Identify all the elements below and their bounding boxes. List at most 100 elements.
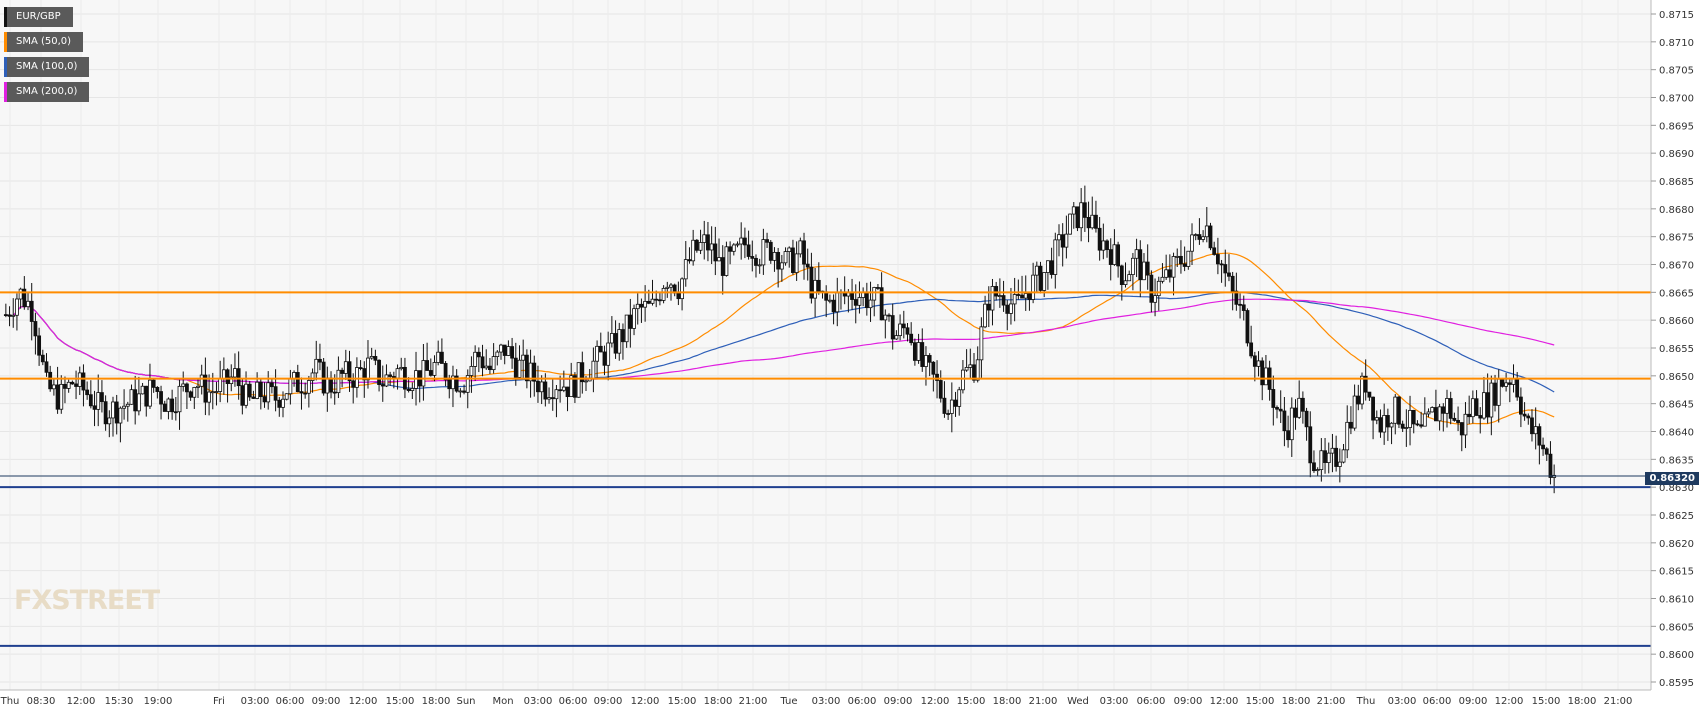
candle-bearish — [447, 379, 452, 390]
candle-bearish — [1241, 304, 1246, 311]
candle-bullish — [1393, 396, 1398, 424]
candle-bearish — [70, 381, 75, 385]
candle-bearish — [443, 363, 448, 381]
legend-item-sma-50[interactable]: SMA (50,0) — [4, 32, 84, 52]
candle-bearish — [251, 396, 256, 399]
x-tick-label: 18:00 — [704, 696, 733, 707]
candle-bearish — [1385, 415, 1390, 428]
candle-bullish — [691, 239, 696, 262]
candle-bullish — [1289, 407, 1294, 441]
candle-bullish — [181, 383, 186, 387]
candle-bullish — [643, 300, 648, 308]
candle-bullish — [1482, 392, 1486, 419]
candle-bullish — [210, 391, 215, 394]
candle-bullish — [1489, 382, 1494, 418]
candle-bullish — [1345, 421, 1350, 451]
candle-bearish — [1094, 214, 1098, 229]
candle-bearish — [1522, 413, 1527, 417]
candle-bearish — [909, 333, 914, 344]
candle-bearish — [864, 291, 869, 309]
candle-bearish — [1308, 426, 1313, 464]
candle-bullish — [140, 385, 145, 395]
candle-bearish — [258, 381, 263, 398]
candle-bearish — [510, 346, 514, 359]
x-tick-label: 03:00 — [241, 696, 270, 707]
candle-bullish — [702, 234, 707, 243]
candle-bullish — [354, 367, 359, 388]
candle-bullish — [125, 403, 130, 407]
candle-bullish — [1341, 449, 1346, 463]
candle-bearish — [1116, 244, 1121, 267]
x-tick-label: 15:00 — [668, 696, 697, 707]
candle-bearish — [676, 292, 681, 300]
candle-bullish — [561, 386, 566, 391]
candle-bearish — [1049, 260, 1054, 275]
candle-bullish — [680, 278, 684, 300]
candle-bullish — [1130, 257, 1135, 275]
candle-bearish — [358, 367, 363, 369]
candle-bearish — [890, 315, 895, 340]
candle-bullish — [1297, 397, 1302, 418]
candle-bullish — [366, 357, 370, 381]
candle-bullish — [229, 376, 234, 384]
candle-bullish — [547, 397, 551, 400]
legend-item-sma-200[interactable]: SMA (200,0) — [4, 82, 90, 102]
candle-bearish — [1415, 423, 1420, 426]
candle-bearish — [273, 386, 278, 401]
candle-bearish — [1441, 406, 1446, 414]
candle-bearish — [1537, 426, 1542, 446]
candle-bullish — [683, 259, 688, 280]
candle-bearish — [1275, 407, 1279, 410]
candle-bullish — [369, 356, 374, 359]
candle-bearish — [1304, 410, 1309, 428]
candle-bearish — [74, 383, 78, 387]
candle-bullish — [288, 378, 293, 395]
candle-bearish — [170, 398, 175, 413]
x-tick-label: 06:00 — [1423, 696, 1452, 707]
candle-bullish — [1430, 407, 1435, 413]
candle-bearish — [476, 351, 481, 358]
candle-bullish — [1437, 406, 1442, 422]
candle-bearish — [225, 369, 230, 384]
candle-bearish — [406, 388, 411, 391]
candle-bearish — [876, 287, 880, 289]
candle-bullish — [1264, 367, 1268, 386]
candle-bearish — [55, 384, 60, 410]
x-tick-label: Tue — [779, 696, 797, 707]
candle-bearish — [1363, 375, 1368, 393]
y-tick-label: 0.8715 — [1659, 10, 1694, 21]
candle-bearish — [613, 333, 618, 354]
candle-bullish — [281, 398, 285, 408]
candle-bullish — [576, 362, 581, 398]
candle-bullish — [528, 362, 533, 382]
candle-bearish — [362, 368, 367, 381]
candle-bullish — [473, 351, 478, 367]
candle-bearish — [1097, 227, 1102, 251]
candle-bearish — [573, 375, 577, 398]
candle-bearish — [720, 257, 725, 276]
candle-bearish — [1515, 378, 1520, 398]
candle-bullish — [827, 299, 832, 302]
candle-bearish — [935, 373, 939, 381]
candle-bullish — [1034, 265, 1039, 276]
candle-bearish — [1478, 415, 1483, 419]
y-tick-label: 0.8695 — [1659, 121, 1694, 132]
y-tick-label: 0.8675 — [1659, 233, 1694, 244]
candle-bearish — [805, 263, 810, 268]
legend-item-sma-100[interactable]: SMA (100,0) — [4, 57, 90, 77]
candle-bullish — [1533, 426, 1538, 435]
x-tick-label: 09:00 — [1174, 696, 1203, 707]
candle-bearish — [40, 354, 45, 363]
candle-bearish — [3, 314, 8, 317]
candle-bearish — [1020, 294, 1024, 299]
candle-bearish — [654, 298, 659, 301]
legend-item-eurgbp[interactable]: EUR/GBP — [4, 7, 73, 27]
x-tick-label: Wed — [1067, 696, 1089, 707]
candle-bearish — [321, 361, 326, 394]
y-tick-label: 0.8680 — [1659, 205, 1694, 216]
candle-bearish — [994, 286, 999, 297]
candle-bearish — [37, 335, 42, 356]
candle-bearish — [1526, 415, 1531, 419]
candle-bearish — [628, 314, 633, 329]
candle-bullish — [964, 367, 969, 371]
